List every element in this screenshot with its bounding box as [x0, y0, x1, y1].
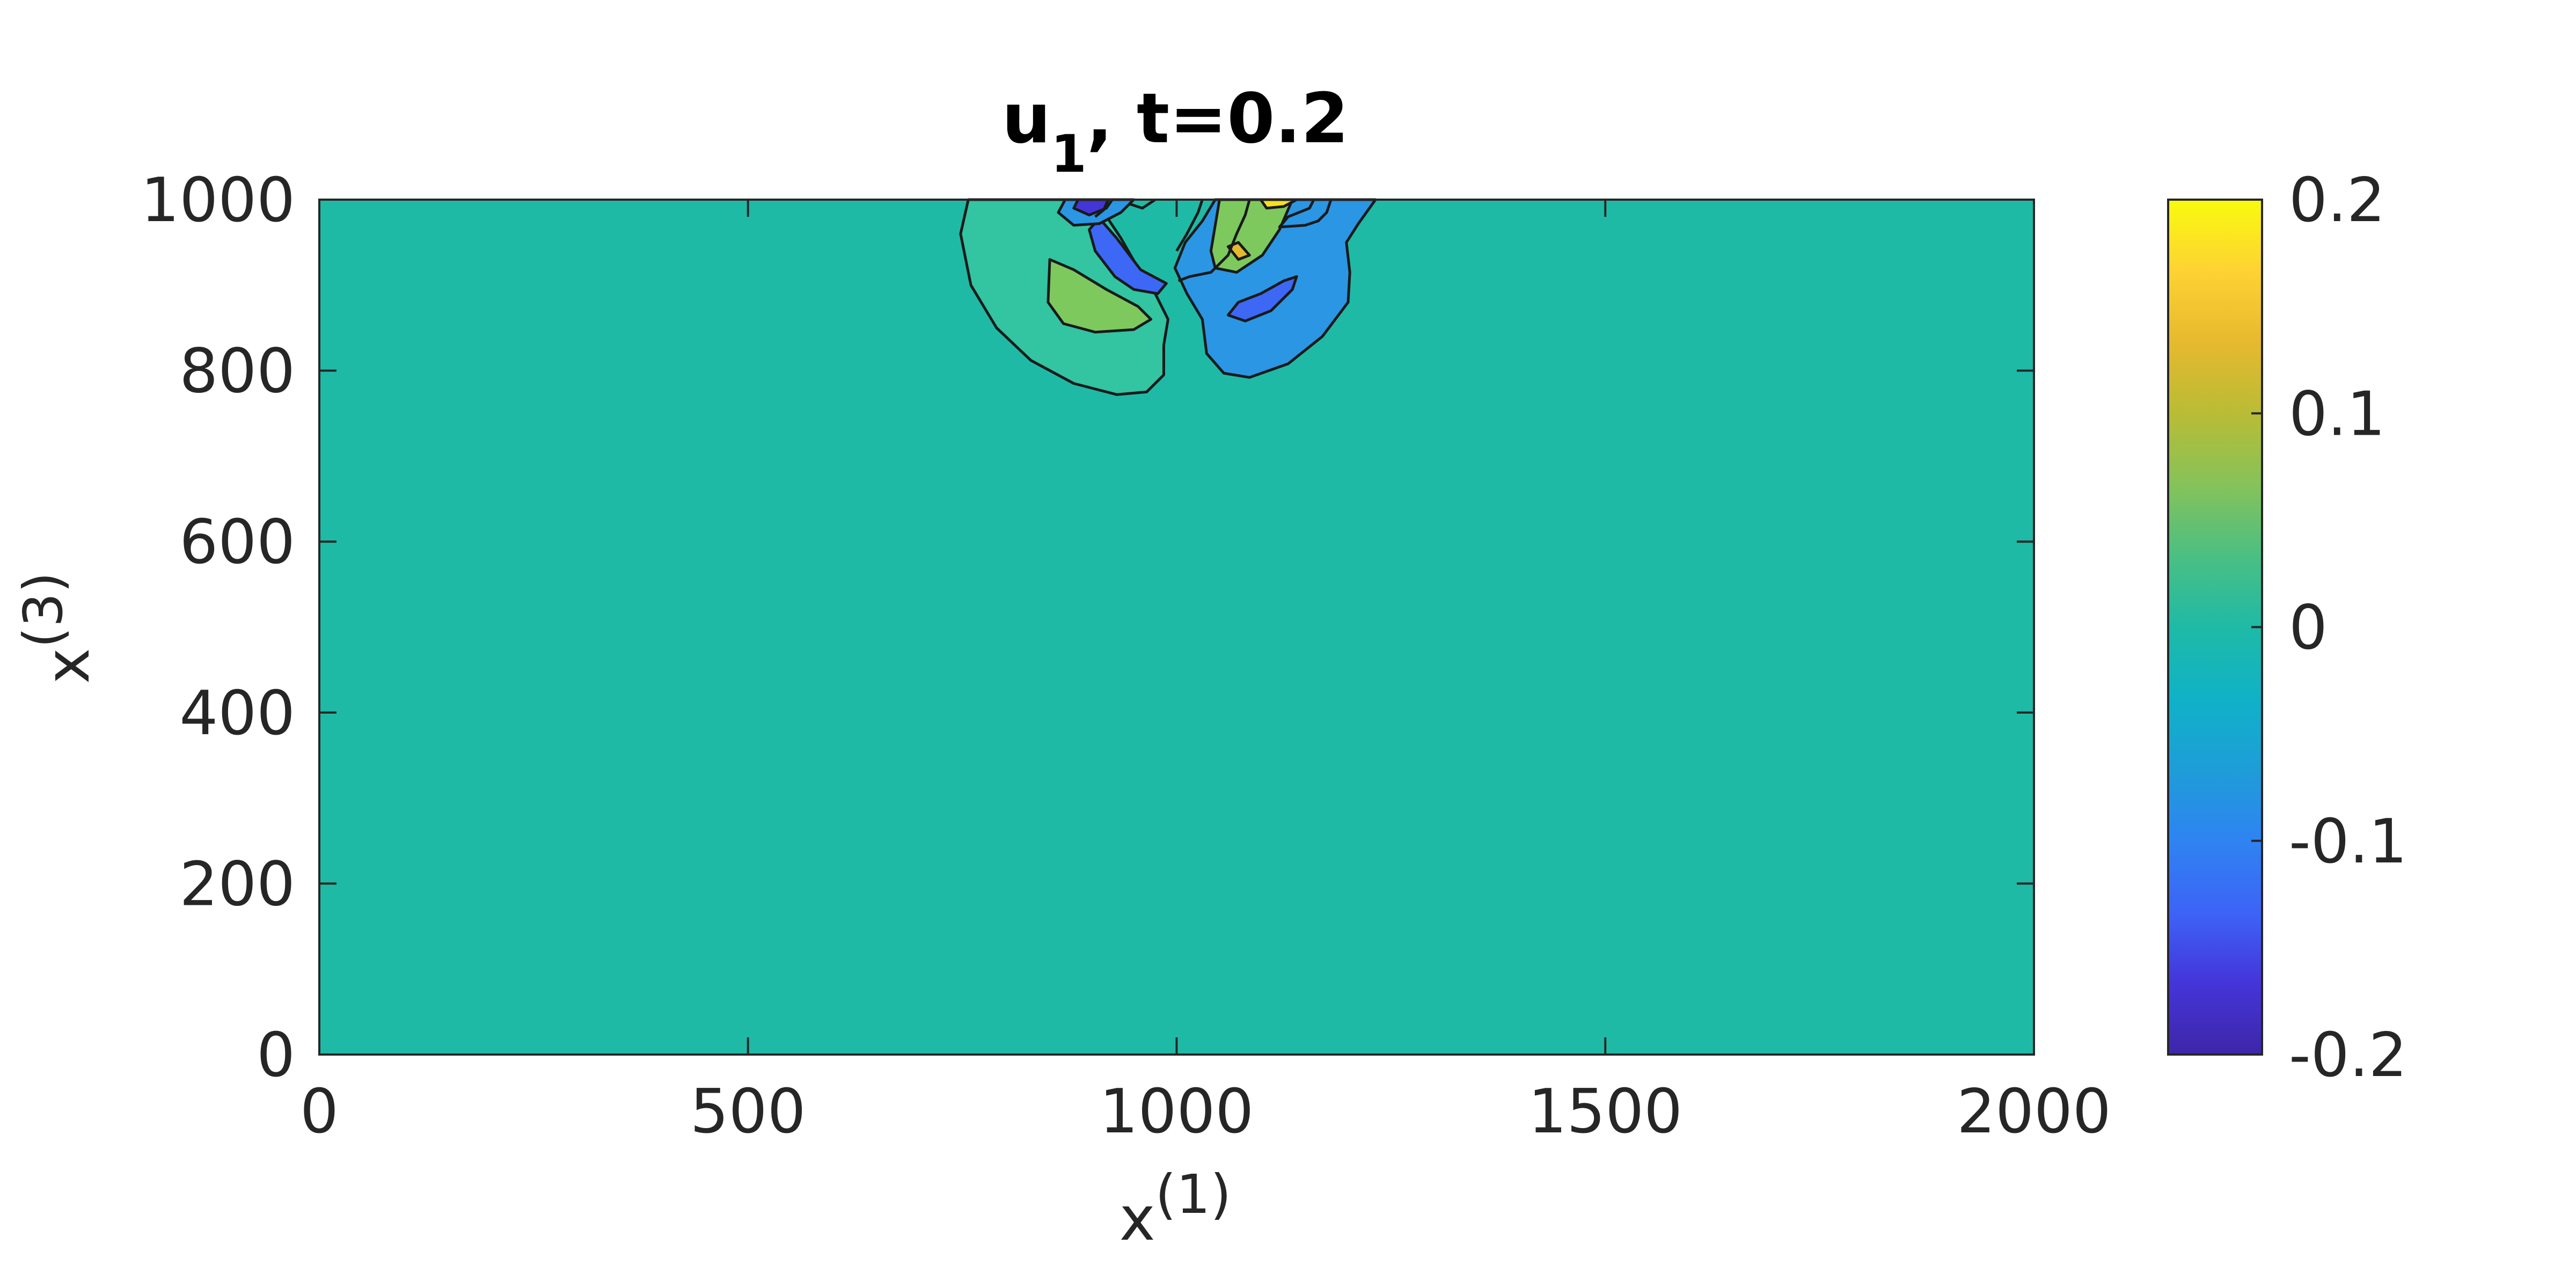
title-rest: , t=0.2: [1087, 79, 1349, 159]
y-axis-label: x(3): [12, 572, 103, 684]
x-tick-label: 2000: [1957, 1076, 2111, 1147]
colorbar: -0.2 -0.1 0 0.1 0.2: [2167, 165, 2407, 1091]
x-tick-label: 0: [300, 1076, 339, 1147]
colorbar-tick-label: 0.1: [2289, 378, 2385, 449]
plot-background: [319, 200, 2034, 1055]
chart-title: u1, t=0.2: [1002, 79, 1349, 184]
y-tick-label: 1000: [141, 165, 295, 236]
contour-lines: [1094, 198, 1333, 282]
x-axis-label-superscript: (1): [1155, 1163, 1232, 1226]
y-tick-label: 600: [179, 507, 295, 577]
title-main: u: [1002, 79, 1051, 159]
contour-region-3: [1088, 217, 1168, 295]
x-tick-label: 1000: [1100, 1076, 1254, 1147]
x-tick-label: 500: [690, 1076, 806, 1147]
y-axis-ticks: 0 200 400 600 800 1000: [141, 165, 2034, 1091]
y-axis-label-main: x: [32, 648, 103, 684]
contour-line-4: [1175, 199, 1204, 252]
y-tick-label: 400: [179, 678, 295, 749]
contour-region-2: [1046, 258, 1153, 334]
y-tick-label: 800: [179, 336, 295, 407]
contour-line-3: [1094, 199, 1110, 218]
contour-region-6: [1226, 275, 1298, 323]
contour-line-0: [1129, 198, 1156, 210]
contour-line-2: [1177, 199, 1251, 282]
colorbar-gradient: [2167, 199, 2263, 1056]
colorbar-tick-label: 0: [2289, 592, 2328, 663]
y-tick-label: 200: [179, 848, 295, 919]
colorbar-ticks: -0.2 -0.1 0 0.1 0.2: [2251, 165, 2407, 1091]
contour-region-5: [1209, 198, 1294, 274]
plot-area: 0 500 1000 1500 2000 0 200 400 600 800 1000: [141, 165, 2111, 1147]
title-subscript: 1: [1051, 124, 1087, 184]
y-tick-label: 0: [257, 1020, 295, 1091]
y-axis-label-superscript: (3): [12, 572, 75, 648]
x-axis-label: x(1): [1119, 1163, 1232, 1254]
x-axis-ticks: 0 500 1000 1500 2000: [300, 200, 2111, 1147]
x-axis-label-main: x: [1119, 1183, 1155, 1254]
contour-regions: [959, 198, 1377, 396]
colorbar-tick-label: -0.2: [2289, 1020, 2407, 1091]
x-tick-label: 1500: [1528, 1076, 1682, 1147]
colorbar-tick-label: -0.1: [2289, 806, 2407, 877]
contour-line-1: [1278, 199, 1333, 229]
contour-region-8: [1226, 241, 1251, 261]
colorbar-tick-label: 0.2: [2289, 165, 2385, 236]
